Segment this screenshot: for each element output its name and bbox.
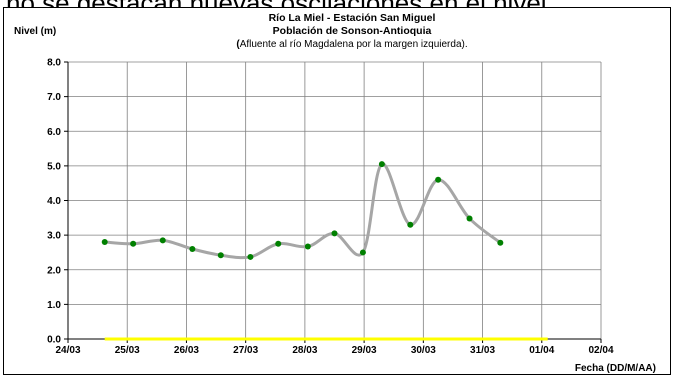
- data-point: [378, 161, 385, 168]
- x-tick-label: 29/03: [352, 345, 377, 356]
- data-point: [435, 176, 442, 183]
- chart-note-text: Afluente al río Magdalena por la margen …: [240, 39, 468, 50]
- x-tick-label: 30/03: [411, 345, 436, 356]
- chart-title: Río La Miel - Estación San Miguel: [269, 12, 436, 24]
- x-axis-label: Fecha (DD/M/AA): [575, 363, 656, 374]
- data-point: [466, 215, 473, 222]
- x-tick-labels: 24/03 25/03 26/03 27/03 28/03 29/03 30/03 31/03…: [55, 345, 613, 356]
- x-tick-label: 25/03: [115, 345, 140, 356]
- data-point: [101, 239, 108, 246]
- series-layer: [101, 161, 548, 341]
- y-tick-label: 6.0: [47, 127, 61, 138]
- data-point: [159, 237, 166, 244]
- data-point: [304, 243, 311, 250]
- y-tick-label: 5.0: [47, 161, 61, 172]
- y-tick-label: 7.0: [47, 92, 61, 103]
- data-point: [331, 230, 338, 237]
- x-tick-label: 28/03: [292, 345, 317, 356]
- x-tick-label: 27/03: [233, 345, 258, 356]
- y-tick-label: 8.0: [47, 58, 61, 69]
- data-point: [497, 239, 504, 246]
- y-tick-label: 2.0: [47, 265, 61, 276]
- data-point: [407, 221, 414, 228]
- y-tick-label: 4.0: [47, 196, 61, 207]
- grid-lines: [68, 61, 602, 339]
- data-point: [217, 252, 224, 259]
- y-tick-label: 0.0: [47, 335, 61, 346]
- data-point: [359, 249, 366, 256]
- data-point: [189, 245, 196, 252]
- data-point: [275, 240, 282, 247]
- level-line: [104, 162, 502, 260]
- y-tick-label: 3.0: [47, 231, 61, 242]
- chart-panel: [3, 7, 671, 375]
- y-tick-label: 1.0: [47, 300, 61, 311]
- x-tick-label: 02/04: [588, 345, 613, 356]
- y-axis-label: Nivel (m): [14, 26, 56, 37]
- axes: [64, 61, 602, 343]
- chart-note: (Afluente al río Magdalena por la margen…: [236, 39, 467, 50]
- y-tick-labels: 0.0 1.0 2.0 3.0 4.0 5.0 6.0 7.0 8.0: [47, 58, 61, 346]
- x-tick-label: 24/03: [55, 345, 80, 356]
- data-point: [247, 253, 254, 260]
- x-tick-label: 31/03: [470, 345, 495, 356]
- x-tick-label: 01/04: [529, 345, 554, 356]
- x-tick-label: 26/03: [174, 345, 199, 356]
- chart-note-paren: (: [236, 39, 240, 50]
- chart-subtitle: Población de Sonson-Antioquia: [273, 25, 432, 37]
- data-point: [130, 240, 137, 247]
